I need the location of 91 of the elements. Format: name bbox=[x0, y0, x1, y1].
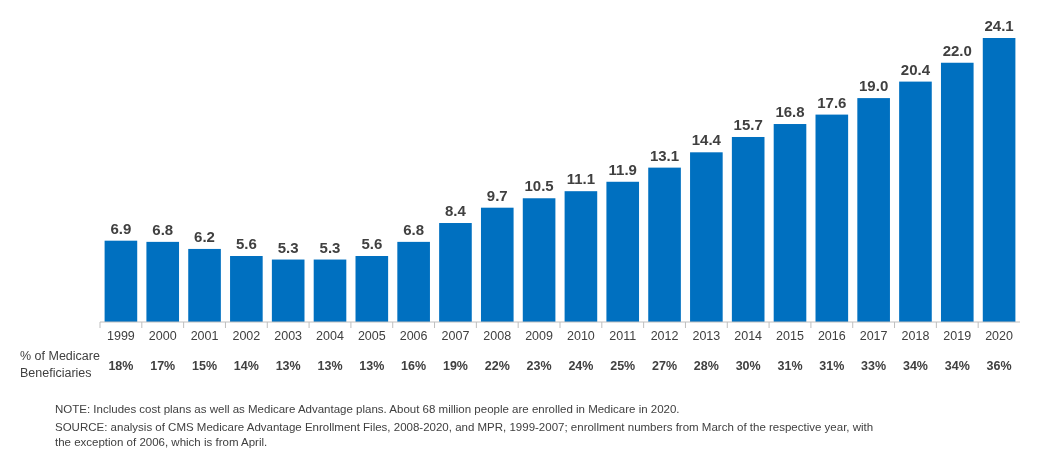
bar bbox=[397, 241, 430, 322]
text: 34% bbox=[944, 359, 970, 373]
bar bbox=[648, 167, 681, 322]
text: NOTE: Includes cost plans as well as Medicare Advantage plans. About 68 million people are enrolled in Medicare in 2020. bbox=[55, 403, 680, 415]
x-tick-label: 2014 bbox=[734, 329, 763, 343]
bar bbox=[690, 152, 723, 322]
bar bbox=[940, 62, 974, 322]
x-tick-label: 2004 bbox=[316, 329, 344, 343]
x-tick-label: 2009 bbox=[525, 329, 554, 343]
data-label: 5.6 bbox=[361, 235, 383, 253]
x-tick-label: 2006 bbox=[399, 329, 428, 343]
text: 18% bbox=[108, 359, 134, 373]
text: 15% bbox=[192, 359, 218, 373]
x-tick-label: 2015 bbox=[776, 329, 804, 343]
bar bbox=[899, 81, 932, 322]
x-tick-label: 2013 bbox=[692, 329, 721, 343]
x-tick-label: 2011 bbox=[609, 329, 637, 343]
source-note: SOURCE: analysis of CMS Medicare Advantage Enrollment Files, 2008-2020, and MPR, 1999-2007; enrollment numbers from March of the respective year, with the exception of 2006, which is from April. bbox=[55, 421, 874, 448]
data-label: 6.2 bbox=[194, 227, 215, 245]
data-label: 6.9 bbox=[110, 219, 132, 237]
text: 27% bbox=[652, 359, 678, 373]
text: 19% bbox=[442, 359, 468, 373]
data-label: 13.1 bbox=[649, 146, 680, 164]
text: 16% bbox=[401, 359, 427, 373]
data-label: 17.6 bbox=[817, 93, 847, 111]
bar bbox=[355, 256, 389, 322]
bar bbox=[773, 124, 807, 322]
bar bbox=[104, 240, 138, 322]
bar bbox=[230, 256, 263, 322]
x-tick-label: 1999 bbox=[107, 329, 135, 343]
data-label: 8.4 bbox=[445, 202, 467, 220]
x-tick-label: 2007 bbox=[441, 329, 470, 343]
text: 24% bbox=[568, 359, 594, 373]
data-label: 19.0 bbox=[859, 77, 889, 95]
x-tick-label: 2008 bbox=[483, 329, 512, 343]
data-label: 5.3 bbox=[277, 238, 299, 256]
x-tick-label: 2016 bbox=[817, 329, 846, 343]
bar bbox=[857, 98, 890, 322]
data-label: 11.9 bbox=[608, 160, 637, 178]
data-label: 9.7 bbox=[486, 186, 508, 204]
bar bbox=[815, 114, 849, 322]
data-label: 24.1 bbox=[984, 17, 1014, 34]
x-tick-label: 2002 bbox=[232, 329, 261, 343]
x-tick-label: 2005 bbox=[357, 329, 386, 343]
bar bbox=[146, 241, 180, 322]
x-tick-label: 2003 bbox=[274, 329, 303, 343]
bar bbox=[439, 223, 472, 322]
text: 23% bbox=[526, 359, 552, 373]
x-tick-label: 2010 bbox=[567, 329, 595, 343]
x-tick-label: 2017 bbox=[859, 329, 888, 343]
x-tick-label: 2000 bbox=[148, 329, 177, 343]
text: 31% bbox=[819, 359, 845, 373]
text: 17% bbox=[150, 359, 176, 373]
data-label: 5.3 bbox=[319, 238, 341, 256]
text: 30% bbox=[735, 359, 761, 373]
data-label: 5.6 bbox=[235, 235, 257, 253]
text: 31% bbox=[777, 359, 803, 373]
x-tick-label: 2012 bbox=[650, 329, 679, 343]
text: 28% bbox=[693, 359, 719, 373]
text: 13% bbox=[359, 359, 385, 373]
data-label: 6.8 bbox=[152, 220, 174, 238]
x-tick-label: 2020 bbox=[985, 329, 1014, 343]
data-label: 14.4 bbox=[691, 131, 722, 149]
text: 36% bbox=[986, 359, 1012, 373]
text: 33% bbox=[861, 359, 887, 373]
text: 14% bbox=[233, 359, 259, 373]
bar bbox=[271, 259, 305, 322]
bar bbox=[188, 248, 221, 322]
data-label: 16.8 bbox=[775, 103, 805, 121]
bar bbox=[480, 207, 514, 322]
data-label: 20.4 bbox=[900, 60, 931, 78]
x-tick-label: 2001 bbox=[190, 329, 219, 343]
data-label: 15.7 bbox=[733, 115, 763, 133]
text: 25% bbox=[610, 359, 636, 373]
x-tick-label: 2018 bbox=[901, 329, 930, 343]
text: 13% bbox=[275, 359, 301, 373]
bar bbox=[313, 259, 347, 322]
data-label: 10.5 bbox=[524, 177, 554, 195]
text: 34% bbox=[902, 359, 928, 373]
data-label: 11.1 bbox=[566, 170, 596, 188]
bar bbox=[522, 198, 556, 322]
text: 22% bbox=[484, 359, 510, 373]
x-tick-label: 2019 bbox=[943, 329, 972, 343]
data-label: 22.0 bbox=[942, 41, 972, 59]
bar bbox=[982, 38, 1016, 322]
text: % of Medicare Beneficiaries bbox=[20, 349, 100, 380]
bar bbox=[564, 191, 598, 322]
bar bbox=[731, 136, 765, 322]
data-label: 6.8 bbox=[403, 220, 425, 238]
text: 13% bbox=[317, 359, 343, 373]
bar bbox=[606, 181, 640, 322]
